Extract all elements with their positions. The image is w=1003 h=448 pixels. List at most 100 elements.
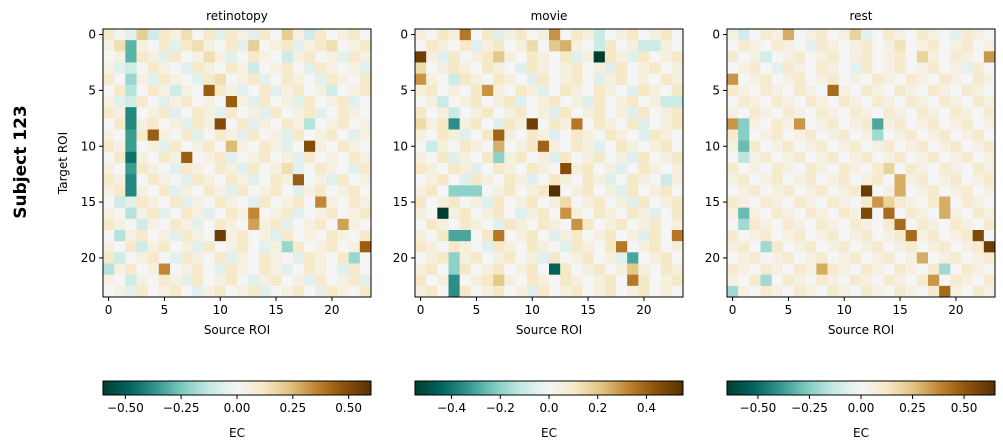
heatmap-cell xyxy=(147,62,160,75)
heatmap-cell xyxy=(604,241,617,253)
heatmap-cell xyxy=(861,107,873,119)
heatmap-cell xyxy=(526,163,539,175)
heatmap-cell xyxy=(270,196,283,209)
colorbar-swatch xyxy=(347,381,350,395)
heatmap-cell xyxy=(114,274,126,287)
heatmap-cell xyxy=(972,29,985,41)
colorbar-swatch xyxy=(457,381,460,395)
heatmap-cell xyxy=(883,252,895,264)
heatmap-cell xyxy=(638,51,650,63)
heatmap-cell xyxy=(248,285,260,298)
heatmap-cell xyxy=(638,207,650,220)
y-tick-label: 10 xyxy=(393,139,408,153)
heatmap-cell xyxy=(616,174,628,186)
heatmap-cell xyxy=(928,230,940,242)
heatmap-cell xyxy=(459,73,472,86)
heatmap-cell xyxy=(604,230,617,242)
x-tick-label: 5 xyxy=(785,303,793,317)
colorbar-swatch xyxy=(865,381,868,395)
heatmap-cell xyxy=(560,185,572,197)
heatmap-cell xyxy=(849,218,862,231)
colorbar-swatch xyxy=(855,381,858,395)
heatmap-cell xyxy=(225,174,238,186)
heatmap-cell xyxy=(515,263,528,276)
heatmap-cell xyxy=(782,118,795,130)
heatmap-cell xyxy=(928,185,940,197)
heatmap-cell xyxy=(805,140,817,153)
heatmap-cell xyxy=(147,51,160,63)
heatmap-cell xyxy=(727,285,739,298)
heatmap-cell xyxy=(649,285,662,298)
colorbar-swatch xyxy=(763,381,766,395)
colorbar-swatch xyxy=(443,381,446,395)
heatmap-cell xyxy=(849,230,862,242)
heatmap-cell xyxy=(248,230,260,242)
x-axis-label: Source ROI xyxy=(516,323,582,337)
heatmap-cell xyxy=(671,29,684,41)
colorbar-swatch xyxy=(663,381,666,395)
heatmap-cell xyxy=(805,62,817,75)
heatmap-cell xyxy=(125,163,137,175)
heatmap-cell xyxy=(727,51,739,63)
heatmap-cell xyxy=(916,174,929,186)
heatmap-cell xyxy=(515,62,528,75)
heatmap-cell xyxy=(136,252,149,264)
colorbar-swatch xyxy=(881,381,884,395)
heatmap-cell xyxy=(225,151,238,164)
heatmap-cell xyxy=(136,29,149,41)
heatmap-cell xyxy=(916,285,929,298)
heatmap-cell xyxy=(972,207,985,220)
colorbar-swatch xyxy=(737,381,740,395)
heatmap-cell xyxy=(972,185,985,197)
heatmap-cell xyxy=(883,185,895,197)
heatmap-cell xyxy=(459,107,472,119)
colorbar-swatch xyxy=(789,381,792,395)
heatmap-cell xyxy=(582,185,595,197)
heatmap-cell xyxy=(281,174,294,186)
heatmap-cell xyxy=(549,196,561,209)
heatmap-cell xyxy=(259,29,271,41)
heatmap-cell xyxy=(437,263,449,276)
heatmap-cell xyxy=(493,129,505,142)
heatmap-cell xyxy=(616,285,628,298)
heatmap-cell xyxy=(549,252,561,264)
heatmap-cell xyxy=(827,96,840,108)
colorbar-swatch xyxy=(301,381,304,395)
colorbar-swatch xyxy=(481,381,484,395)
heatmap-cell xyxy=(627,163,639,175)
heatmap-cell xyxy=(237,174,249,186)
heatmap-cell xyxy=(359,40,372,52)
heatmap-cell xyxy=(627,218,639,231)
heatmap-cell xyxy=(794,73,806,86)
heatmap-cell xyxy=(571,163,583,175)
heatmap-cell xyxy=(649,62,662,75)
heatmap-cell xyxy=(916,40,929,52)
colorbar-swatch xyxy=(965,381,968,395)
heatmap-cell xyxy=(939,174,951,186)
heatmap-cell xyxy=(482,196,494,209)
heatmap-cell xyxy=(515,163,528,175)
heatmap-cell xyxy=(950,263,962,276)
heatmap-cell xyxy=(571,185,583,197)
heatmap-cell xyxy=(727,252,739,264)
colorbar-swatch xyxy=(845,381,848,395)
heatmap-cell xyxy=(771,84,784,97)
colorbar-swatch xyxy=(991,381,994,395)
colorbar-swatch xyxy=(135,381,138,395)
heatmap-cell xyxy=(192,73,204,86)
colorbar-swatch xyxy=(861,381,864,395)
heatmap-cell xyxy=(482,274,494,287)
heatmap-cell xyxy=(894,40,907,52)
heatmap-cell xyxy=(760,151,773,164)
heatmap-cell xyxy=(125,84,137,97)
heatmap-cell xyxy=(928,73,940,86)
heatmap-cell xyxy=(493,84,505,97)
heatmap-cell xyxy=(537,151,550,164)
heatmap-cell xyxy=(448,185,461,197)
heatmap-cell xyxy=(315,218,327,231)
heatmap-cell xyxy=(448,196,461,209)
colorbar-swatch xyxy=(889,381,892,395)
heatmap-cell xyxy=(794,196,806,209)
heatmap-cell xyxy=(604,185,617,197)
heatmap-cell xyxy=(270,140,283,153)
